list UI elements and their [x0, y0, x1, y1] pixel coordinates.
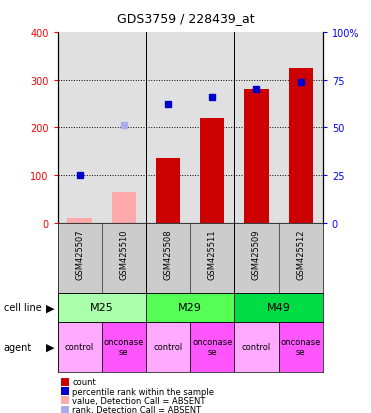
Bar	[200, 119, 224, 223]
Bar	[244, 90, 269, 223]
Text: GSM425510: GSM425510	[119, 229, 128, 279]
Text: GSM425512: GSM425512	[296, 229, 305, 279]
Text: agent: agent	[4, 342, 32, 352]
Text: control: control	[242, 342, 271, 351]
Bar	[112, 192, 136, 223]
Text: value, Detection Call = ABSENT: value, Detection Call = ABSENT	[72, 396, 206, 405]
Text: GSM425508: GSM425508	[164, 229, 173, 279]
Text: cell line: cell line	[4, 303, 42, 313]
Text: GSM425509: GSM425509	[252, 229, 261, 279]
Text: GDS3759 / 228439_at: GDS3759 / 228439_at	[117, 12, 254, 25]
Text: M25: M25	[90, 303, 114, 313]
Bar	[289, 69, 313, 223]
Bar	[102, 322, 146, 372]
Text: rank, Detection Call = ABSENT: rank, Detection Call = ABSENT	[72, 405, 201, 413]
Text: ▶: ▶	[46, 303, 54, 313]
Text: M49: M49	[267, 303, 290, 313]
Text: onconase
se: onconase se	[104, 337, 144, 356]
Bar	[68, 218, 92, 223]
Text: ▶: ▶	[46, 342, 54, 352]
Text: GSM425507: GSM425507	[75, 229, 84, 279]
Text: GSM425511: GSM425511	[208, 229, 217, 279]
Bar	[234, 322, 279, 372]
Text: onconase
se: onconase se	[192, 337, 232, 356]
Bar	[146, 322, 190, 372]
Bar	[190, 322, 234, 372]
Bar	[279, 322, 323, 372]
Bar	[146, 293, 234, 322]
Bar	[156, 159, 180, 223]
Bar	[234, 293, 323, 322]
Text: M29: M29	[178, 303, 202, 313]
Text: percentile rank within the sample: percentile rank within the sample	[72, 387, 214, 396]
Bar	[58, 293, 146, 322]
Text: control: control	[65, 342, 94, 351]
Text: control: control	[153, 342, 183, 351]
Bar	[58, 322, 102, 372]
Text: onconase
se: onconase se	[280, 337, 321, 356]
Text: count: count	[72, 377, 96, 387]
